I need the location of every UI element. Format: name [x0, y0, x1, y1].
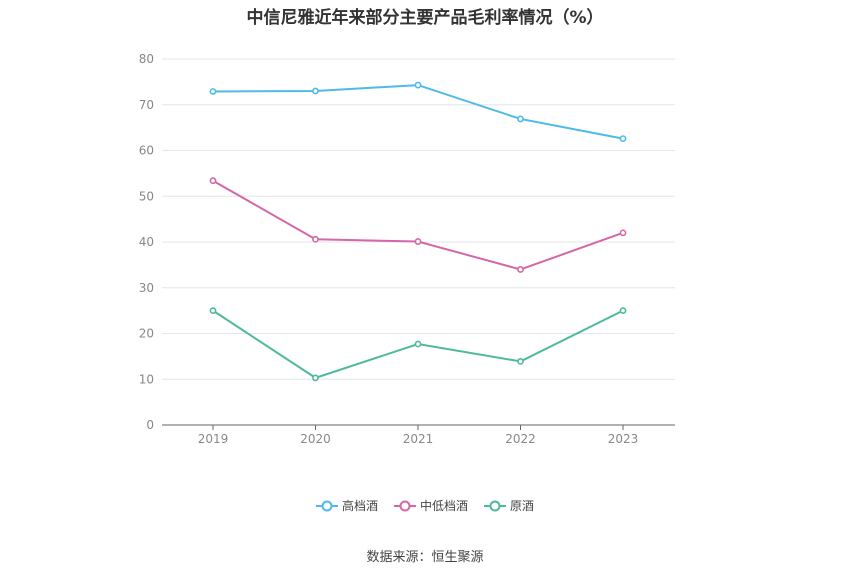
y-tick-label: 20: [139, 327, 154, 341]
data-point[interactable]: [209, 177, 217, 185]
x-tick-label: 2020: [300, 432, 331, 446]
legend-swatch-icon: [484, 500, 506, 511]
series-line-0: [212, 84, 624, 140]
legend-label: 原酒: [510, 499, 535, 513]
y-tick-label: 10: [139, 372, 154, 386]
y-tick-label: 40: [139, 235, 154, 249]
y-tick-label: 60: [139, 144, 154, 158]
legend-label: 中低档酒: [419, 499, 468, 513]
axes: 0 10 20 30 40 50 60 70 80 2019 2020 2021 2022 2023: [139, 52, 675, 446]
x-tick-label: 2023: [608, 432, 639, 446]
legend: 高档酒 中低档酒 原酒: [0, 497, 850, 514]
legend-swatch-icon: [393, 500, 416, 511]
y-tick-label: 50: [139, 189, 154, 203]
series: [209, 81, 627, 382]
data-point[interactable]: [209, 307, 217, 315]
data-point[interactable]: [414, 238, 422, 245]
x-tick-label: 2019: [198, 432, 229, 446]
data-point[interactable]: [619, 135, 627, 143]
data-point[interactable]: [517, 266, 524, 273]
chart-title: 中信尼雅近年来部分主要产品毛利率情况（%）: [246, 8, 604, 28]
data-point[interactable]: [312, 235, 319, 243]
legend-item-2[interactable]: 原酒: [484, 497, 534, 514]
data-point[interactable]: [619, 229, 627, 237]
legend-label: 高档酒: [341, 499, 378, 513]
data-source: 数据来源：恒生聚源: [366, 550, 484, 565]
y-tick-label: 70: [139, 98, 154, 112]
data-point[interactable]: [414, 81, 422, 89]
data-point[interactable]: [517, 115, 524, 123]
y-tick-label: 30: [139, 281, 154, 295]
data-point[interactable]: [619, 307, 627, 315]
x-tick-label: 2021: [403, 432, 434, 446]
data-point[interactable]: [209, 88, 217, 95]
series-line-1: [212, 179, 624, 271]
legend-item-1[interactable]: 中低档酒: [393, 497, 468, 514]
data-point[interactable]: [312, 374, 319, 382]
gridlines: [162, 58, 675, 380]
data-point[interactable]: [414, 340, 422, 348]
y-tick-label: 0: [146, 418, 154, 432]
legend-item-0[interactable]: 高档酒: [315, 497, 378, 514]
x-tick-label: 2022: [505, 432, 536, 446]
legend-swatch-icon: [315, 500, 338, 511]
y-tick-label: 80: [139, 52, 154, 66]
data-point[interactable]: [312, 87, 319, 95]
data-point[interactable]: [517, 358, 524, 365]
